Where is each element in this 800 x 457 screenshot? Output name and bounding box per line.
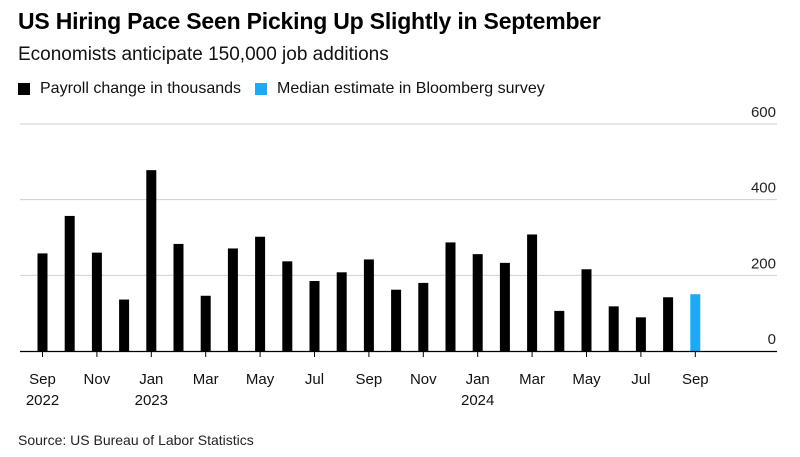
x-tick-label-month: Sep xyxy=(29,371,56,388)
legend: Payroll change in thousands Median estim… xyxy=(18,80,559,98)
x-tick-label-month: Jan xyxy=(139,371,163,388)
bar-payroll xyxy=(391,289,402,351)
bar-payroll xyxy=(282,261,293,351)
bar-payroll xyxy=(227,248,238,351)
x-tick-label-month: May xyxy=(246,371,275,388)
y-tick-label: 200 xyxy=(751,255,776,272)
x-tick-label-month: Jul xyxy=(631,371,650,388)
legend-item-estimate: Median estimate in Bloomberg survey xyxy=(255,80,545,98)
bar-payroll xyxy=(64,215,75,351)
x-tick-label-year: 2024 xyxy=(461,392,494,409)
bar-payroll xyxy=(336,272,347,351)
x-tick-label-month: Sep xyxy=(356,371,383,388)
x-tick-label-month: Mar xyxy=(193,371,219,388)
x-tick-label-year: 2022 xyxy=(26,392,59,409)
legend-swatch-estimate xyxy=(255,83,268,95)
bar-payroll xyxy=(309,281,320,351)
legend-label-payroll: Payroll change in thousands xyxy=(40,80,242,97)
bar-payroll xyxy=(527,234,538,351)
x-tick-label-month: Nov xyxy=(84,371,111,388)
legend-label-estimate: Median estimate in Bloomberg survey xyxy=(277,80,545,97)
legend-swatch-payroll xyxy=(18,83,30,95)
bar-payroll xyxy=(554,310,565,351)
legend-item-payroll: Payroll change in thousands xyxy=(18,80,241,98)
bar-payroll xyxy=(91,252,102,351)
bar-payroll xyxy=(445,242,456,351)
bar-payroll xyxy=(173,243,184,351)
bar-payroll xyxy=(37,253,48,351)
bar-payroll xyxy=(472,254,483,351)
bar-payroll xyxy=(418,282,429,351)
x-tick-label-month: Jul xyxy=(305,371,324,388)
bar-payroll xyxy=(608,306,619,351)
bar-estimate xyxy=(690,294,701,351)
x-tick-label-month: Jan xyxy=(466,371,490,388)
x-tick-label-month: Mar xyxy=(519,371,545,388)
chart-subtitle: Economists anticipate 150,000 job additi… xyxy=(18,44,389,65)
bar-payroll xyxy=(146,170,157,351)
source-note: Source: US Bureau of Labor Statistics xyxy=(18,432,254,448)
x-tick-label-month: Nov xyxy=(410,371,437,388)
x-tick-label-year: 2023 xyxy=(135,392,168,409)
x-tick-label-month: May xyxy=(572,371,601,388)
bar-payroll xyxy=(255,236,266,351)
chart-title: US Hiring Pace Seen Picking Up Slightly … xyxy=(18,8,601,34)
x-tick-label-month: Sep xyxy=(682,371,709,388)
bar-payroll xyxy=(635,317,646,351)
y-tick-label: 600 xyxy=(751,104,776,121)
bar-payroll xyxy=(363,259,374,351)
y-tick-label: 0 xyxy=(768,331,776,348)
bar-payroll xyxy=(200,295,211,351)
bar-payroll xyxy=(119,299,130,351)
y-tick-label: 400 xyxy=(751,180,776,197)
bar-payroll xyxy=(499,262,510,351)
bar-payroll xyxy=(581,269,592,351)
bar-payroll xyxy=(663,297,674,351)
